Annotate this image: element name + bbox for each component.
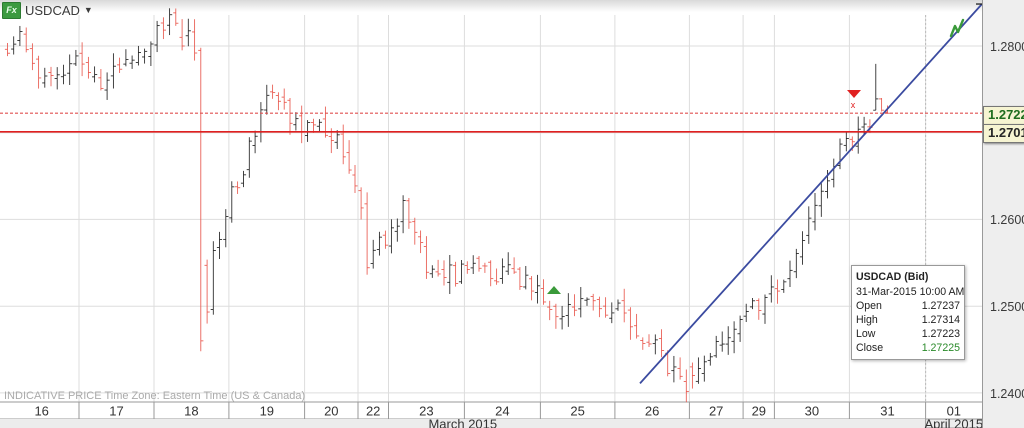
- svg-text:30: 30: [805, 404, 819, 419]
- svg-text:March 2015: March 2015: [428, 417, 497, 428]
- svg-text:19: 19: [260, 404, 274, 419]
- svg-text:18: 18: [184, 404, 198, 419]
- svg-text:25: 25: [570, 404, 584, 419]
- svg-text:27: 27: [709, 404, 723, 419]
- svg-text:16: 16: [34, 404, 48, 419]
- svg-text:26: 26: [645, 404, 659, 419]
- svg-text:22: 22: [366, 404, 380, 419]
- svg-text:20: 20: [324, 404, 338, 419]
- svg-text:24: 24: [495, 404, 509, 419]
- svg-text:April 2015: April 2015: [925, 417, 984, 428]
- svg-text:29: 29: [752, 404, 766, 419]
- svg-text:x: x: [851, 100, 856, 110]
- svg-text:17: 17: [109, 404, 123, 419]
- svg-text:INDICATIVE PRICE Time Zone:: INDICATIVE PRICE Time Zone: Eastern Time…: [4, 390, 305, 402]
- svg-text:31: 31: [880, 404, 894, 419]
